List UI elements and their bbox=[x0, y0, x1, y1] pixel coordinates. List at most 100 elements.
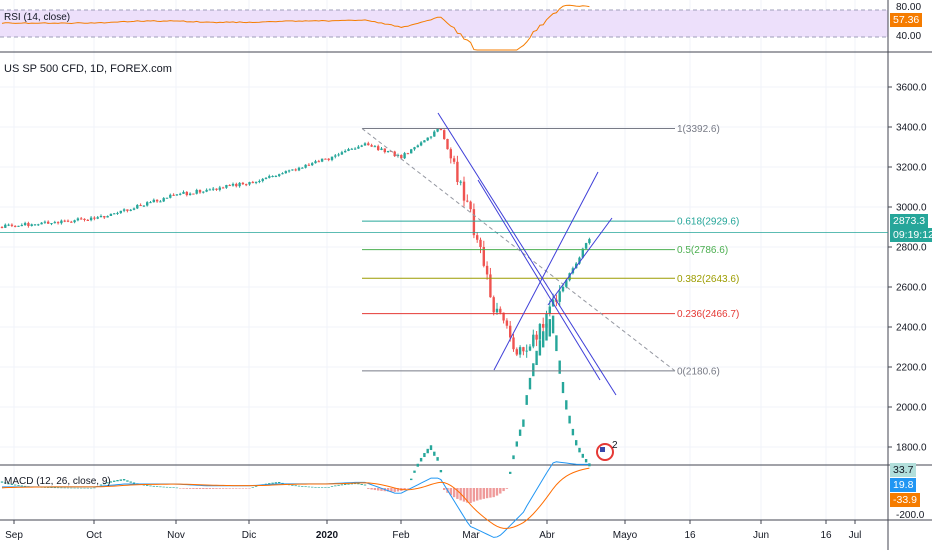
candle bbox=[466, 200, 469, 202]
macd-hist-tag: 33.7 bbox=[890, 463, 917, 477]
macd-histogram-bar bbox=[327, 486, 330, 488]
candle bbox=[317, 161, 320, 163]
time-tick-label: Jul bbox=[849, 530, 862, 541]
macd-histogram-bar bbox=[525, 395, 528, 405]
candle bbox=[116, 212, 119, 214]
macd-histogram-bar bbox=[89, 487, 93, 489]
fib-level-label: 0.382(2643.6) bbox=[677, 274, 739, 285]
candle bbox=[63, 220, 66, 222]
candle bbox=[96, 217, 99, 219]
macd-histogram-bar bbox=[208, 488, 212, 489]
macd-histogram-bar bbox=[380, 488, 383, 491]
macd-histogram-bar bbox=[218, 488, 221, 489]
macd-histogram-bar bbox=[558, 360, 561, 374]
macd-histogram-bar bbox=[515, 441, 518, 447]
macd-histogram-bar bbox=[403, 488, 406, 490]
candle bbox=[89, 217, 93, 221]
candle bbox=[83, 218, 86, 220]
macd-histogram-bar bbox=[565, 400, 568, 410]
macd-histogram-bar bbox=[165, 486, 169, 488]
macd-histogram-bar bbox=[231, 488, 235, 489]
macd-histogram-bar bbox=[311, 486, 314, 488]
macd-histogram-bar bbox=[254, 486, 258, 487]
candle bbox=[485, 265, 489, 275]
candle bbox=[14, 225, 17, 227]
macd-histogram-bar bbox=[17, 485, 20, 486]
macd-histogram-bar bbox=[238, 488, 241, 489]
macd-histogram-bar bbox=[14, 484, 17, 486]
candle bbox=[139, 205, 142, 207]
macd-histogram-bar bbox=[53, 487, 56, 489]
candle bbox=[50, 223, 53, 225]
macd-histogram-bar bbox=[271, 482, 274, 484]
macd-histogram-bar bbox=[377, 488, 380, 491]
candle bbox=[221, 187, 225, 189]
macd-histogram-bar bbox=[86, 487, 89, 489]
candle bbox=[439, 128, 443, 131]
candle bbox=[353, 148, 357, 150]
candle bbox=[400, 155, 403, 159]
macd-histogram-bar bbox=[561, 381, 565, 394]
macd-histogram-bar bbox=[307, 486, 311, 488]
candle bbox=[578, 257, 581, 264]
macd-histogram-bar bbox=[340, 484, 344, 486]
candle bbox=[538, 324, 542, 340]
candle bbox=[495, 308, 499, 313]
macd-histogram-bar bbox=[512, 455, 515, 460]
macd-histogram-bar bbox=[436, 457, 439, 461]
candle bbox=[522, 347, 525, 352]
macd-histogram-bar bbox=[129, 481, 132, 483]
trend-line bbox=[547, 217, 613, 306]
macd-tick-label: -200.0 bbox=[896, 510, 925, 521]
candle bbox=[307, 164, 311, 166]
macd-histogram-bar bbox=[581, 453, 584, 458]
candle bbox=[132, 208, 136, 210]
time-tick-label: Nov bbox=[167, 530, 185, 541]
macd-histogram-bar bbox=[485, 488, 489, 499]
macd-histogram-bar bbox=[245, 488, 248, 489]
candle bbox=[472, 209, 476, 236]
candle bbox=[136, 205, 139, 209]
macd-histogram-bar bbox=[106, 482, 109, 484]
candle bbox=[588, 239, 591, 244]
macd-histogram-bar bbox=[251, 487, 254, 488]
candle bbox=[146, 202, 149, 206]
macd-histogram-bar bbox=[410, 478, 413, 481]
candle bbox=[264, 177, 268, 179]
candle bbox=[155, 199, 159, 202]
macd-histogram-bar bbox=[423, 453, 426, 458]
macd-histogram-bar bbox=[373, 488, 377, 491]
candle bbox=[278, 174, 281, 176]
macd-histogram-bar bbox=[472, 488, 476, 502]
candle bbox=[406, 153, 410, 155]
fib-level-label: 0.5(2786.6) bbox=[677, 245, 728, 256]
macd-histogram-bar bbox=[56, 487, 60, 489]
macd-histogram-bar bbox=[522, 419, 525, 427]
candle bbox=[172, 194, 175, 196]
candle bbox=[251, 182, 254, 184]
candle bbox=[515, 349, 518, 355]
candle bbox=[499, 308, 502, 313]
candle bbox=[162, 198, 165, 202]
candle bbox=[413, 147, 416, 150]
macd-histogram-bar bbox=[225, 488, 228, 489]
macd-histogram-bar bbox=[509, 471, 512, 474]
macd-histogram-bar bbox=[268, 483, 271, 485]
macd-histogram-bar bbox=[548, 319, 551, 337]
price-tick-label: 1800.0 bbox=[896, 443, 927, 454]
time-tick-label: 16 bbox=[820, 530, 832, 541]
macd-histogram-bar bbox=[241, 488, 245, 489]
macd-histogram-bar bbox=[149, 485, 152, 487]
macd-histogram-bar bbox=[169, 487, 172, 488]
macd-histogram-bar bbox=[545, 323, 548, 341]
candle bbox=[419, 142, 423, 146]
trend-line bbox=[493, 171, 599, 371]
macd-histogram-bar bbox=[93, 487, 96, 489]
price-tick-label: 2200.0 bbox=[896, 363, 927, 374]
time-tick-label: Dic bbox=[242, 530, 256, 541]
candle bbox=[360, 145, 363, 147]
macd-histogram-bar bbox=[297, 485, 301, 487]
macd-histogram-bar bbox=[502, 488, 505, 492]
candle bbox=[205, 189, 208, 192]
